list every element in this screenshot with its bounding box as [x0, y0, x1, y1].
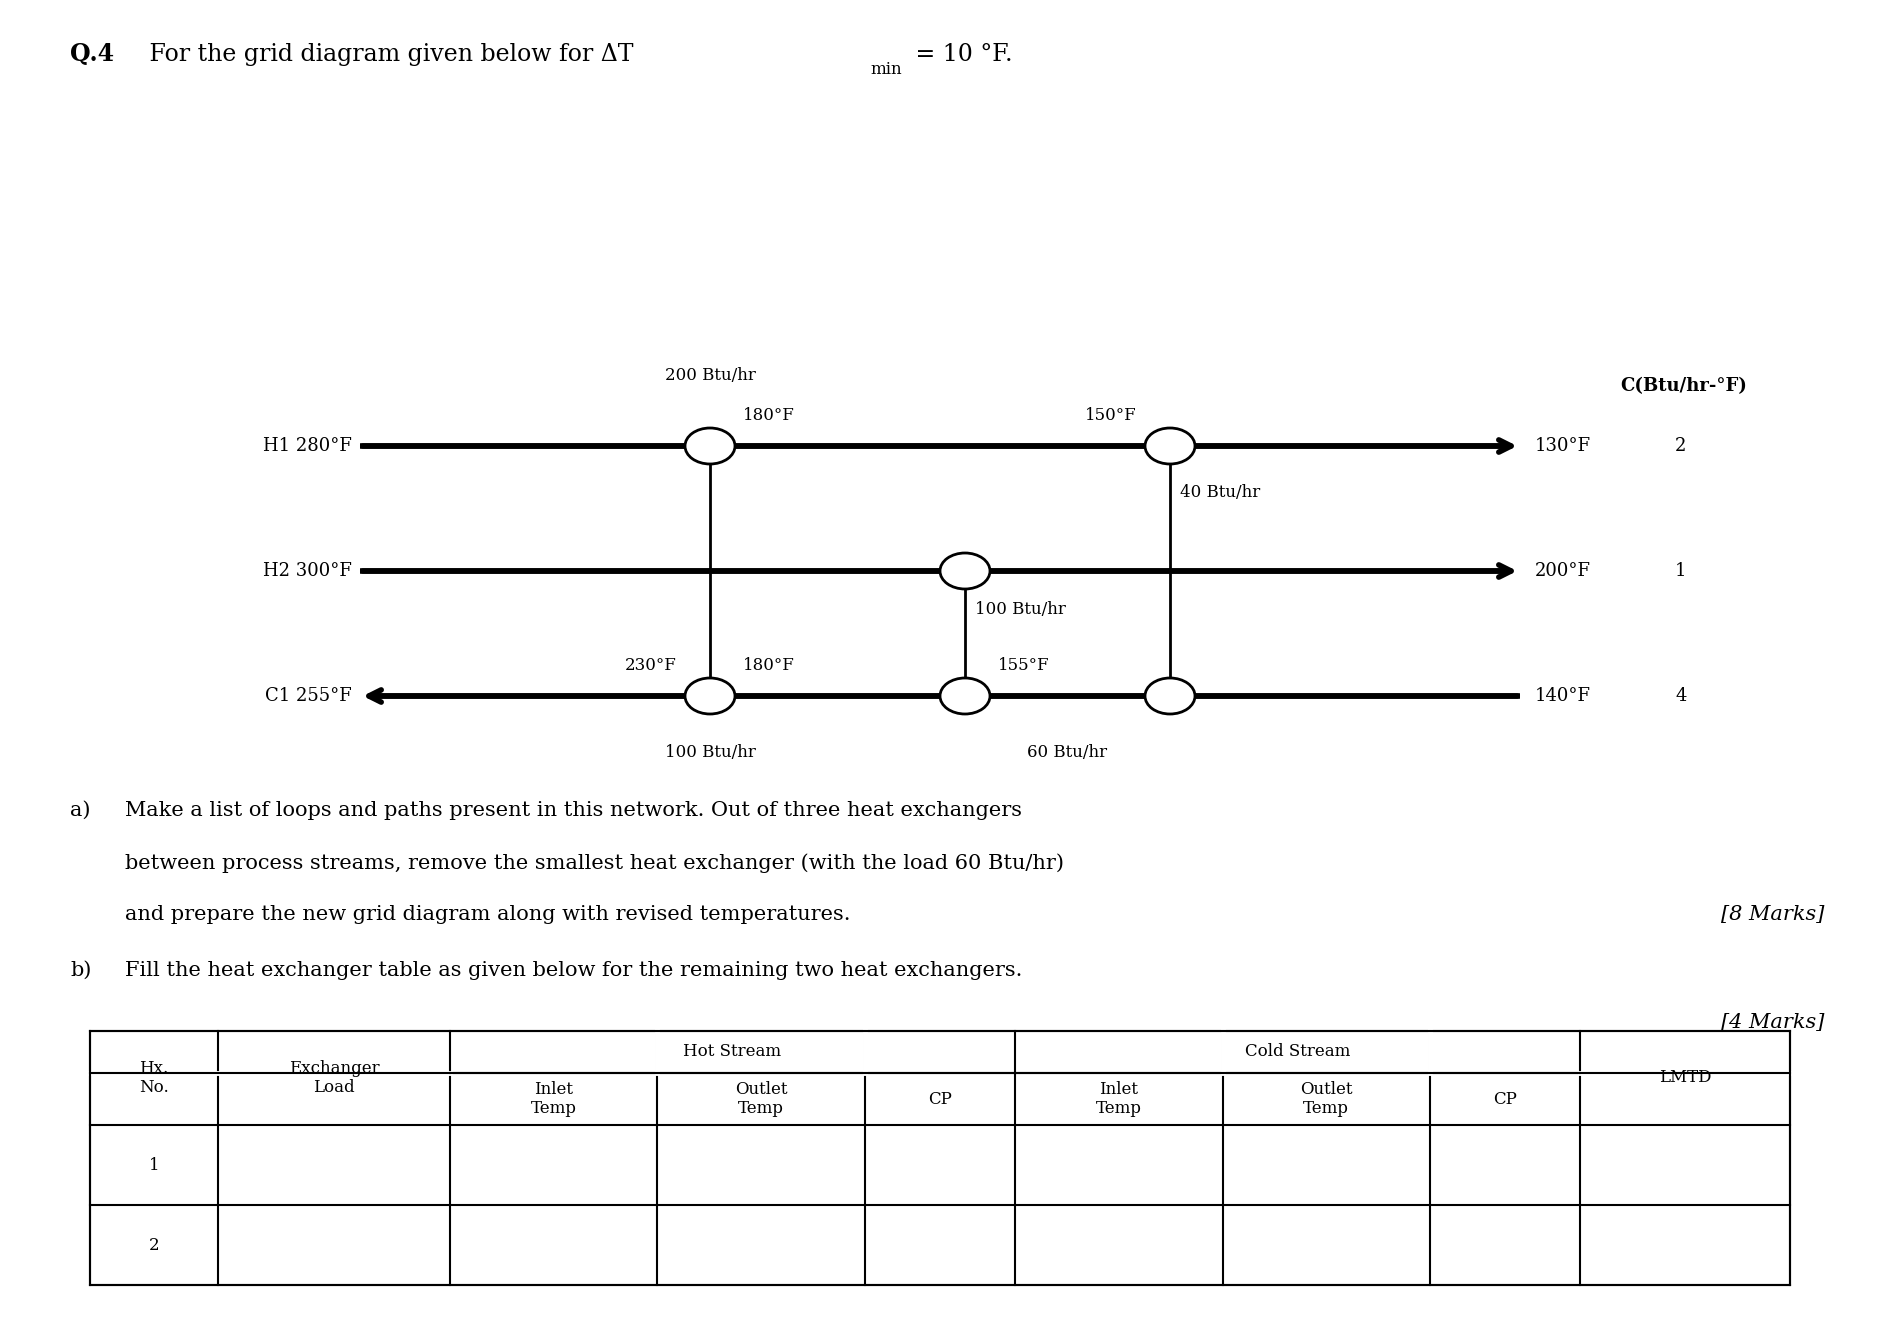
Ellipse shape	[939, 678, 991, 713]
Text: 4: 4	[1674, 687, 1686, 705]
Ellipse shape	[1146, 428, 1195, 464]
Text: Inlet
Temp: Inlet Temp	[1097, 1081, 1142, 1118]
Ellipse shape	[939, 553, 991, 589]
Text: Hx.
No.: Hx. No.	[138, 1059, 169, 1097]
Text: 130°F: 130°F	[1534, 438, 1591, 455]
Bar	[91, 1032, 1790, 1285]
Text: 140°F: 140°F	[1534, 687, 1591, 705]
Text: 180°F: 180°F	[742, 656, 795, 674]
Text: C1 255°F: C1 255°F	[265, 687, 352, 705]
Ellipse shape	[686, 678, 735, 713]
Text: 60 Btu/hr: 60 Btu/hr	[1027, 744, 1108, 761]
Text: 150°F: 150°F	[1085, 407, 1136, 424]
Text: 155°F: 155°F	[998, 656, 1049, 674]
Text: 200 Btu/hr: 200 Btu/hr	[665, 367, 756, 385]
Text: H1 280°F: H1 280°F	[263, 438, 352, 455]
Ellipse shape	[686, 428, 735, 464]
Text: Exchanger
Load: Exchanger Load	[288, 1059, 379, 1097]
Ellipse shape	[1146, 678, 1195, 713]
Text: 1: 1	[150, 1156, 159, 1174]
Text: min: min	[869, 61, 902, 78]
Text: 100 Btu/hr: 100 Btu/hr	[665, 744, 756, 761]
Text: and prepare the new grid diagram along with revised temperatures.: and prepare the new grid diagram along w…	[125, 906, 850, 924]
Text: = 10 °F.: = 10 °F.	[907, 42, 1013, 66]
Text: Make a list of loops and paths present in this network. Out of three heat exchan: Make a list of loops and paths present i…	[125, 801, 1023, 819]
Text: 2: 2	[150, 1237, 159, 1253]
Text: LMTD: LMTD	[1659, 1070, 1712, 1086]
Text: Hot Stream: Hot Stream	[684, 1044, 782, 1061]
Text: 230°F: 230°F	[625, 656, 676, 674]
Text: For the grid diagram given below for ΔT: For the grid diagram given below for ΔT	[142, 42, 633, 66]
Text: C(Btu/hr-°F): C(Btu/hr-°F)	[1619, 377, 1746, 395]
Text: 180°F: 180°F	[742, 407, 795, 424]
Text: [8 Marks]: [8 Marks]	[1720, 906, 1824, 924]
Text: a): a)	[70, 801, 91, 819]
Text: 100 Btu/hr: 100 Btu/hr	[975, 602, 1066, 618]
Text: [4 Marks]: [4 Marks]	[1720, 1013, 1824, 1032]
Text: 200°F: 200°F	[1534, 562, 1591, 579]
Text: CP: CP	[928, 1090, 953, 1107]
Text: Q.4: Q.4	[70, 42, 114, 66]
Text: Inlet
Temp: Inlet Temp	[530, 1081, 576, 1118]
Text: 2: 2	[1674, 438, 1686, 455]
Text: b): b)	[70, 961, 91, 980]
Text: H2 300°F: H2 300°F	[263, 562, 352, 579]
Text: Fill the heat exchanger table as given below for the remaining two heat exchange: Fill the heat exchanger table as given b…	[125, 961, 1023, 980]
Text: Outlet
Temp: Outlet Temp	[1299, 1081, 1352, 1118]
Text: 40 Btu/hr: 40 Btu/hr	[1180, 484, 1260, 501]
Text: 1: 1	[1674, 562, 1686, 579]
Text: Outlet
Temp: Outlet Temp	[735, 1081, 788, 1118]
Text: CP: CP	[1492, 1090, 1517, 1107]
Text: between process streams, remove the smallest heat exchanger (with the load 60 Bt: between process streams, remove the smal…	[125, 853, 1064, 873]
Text: Cold Stream: Cold Stream	[1244, 1044, 1350, 1061]
